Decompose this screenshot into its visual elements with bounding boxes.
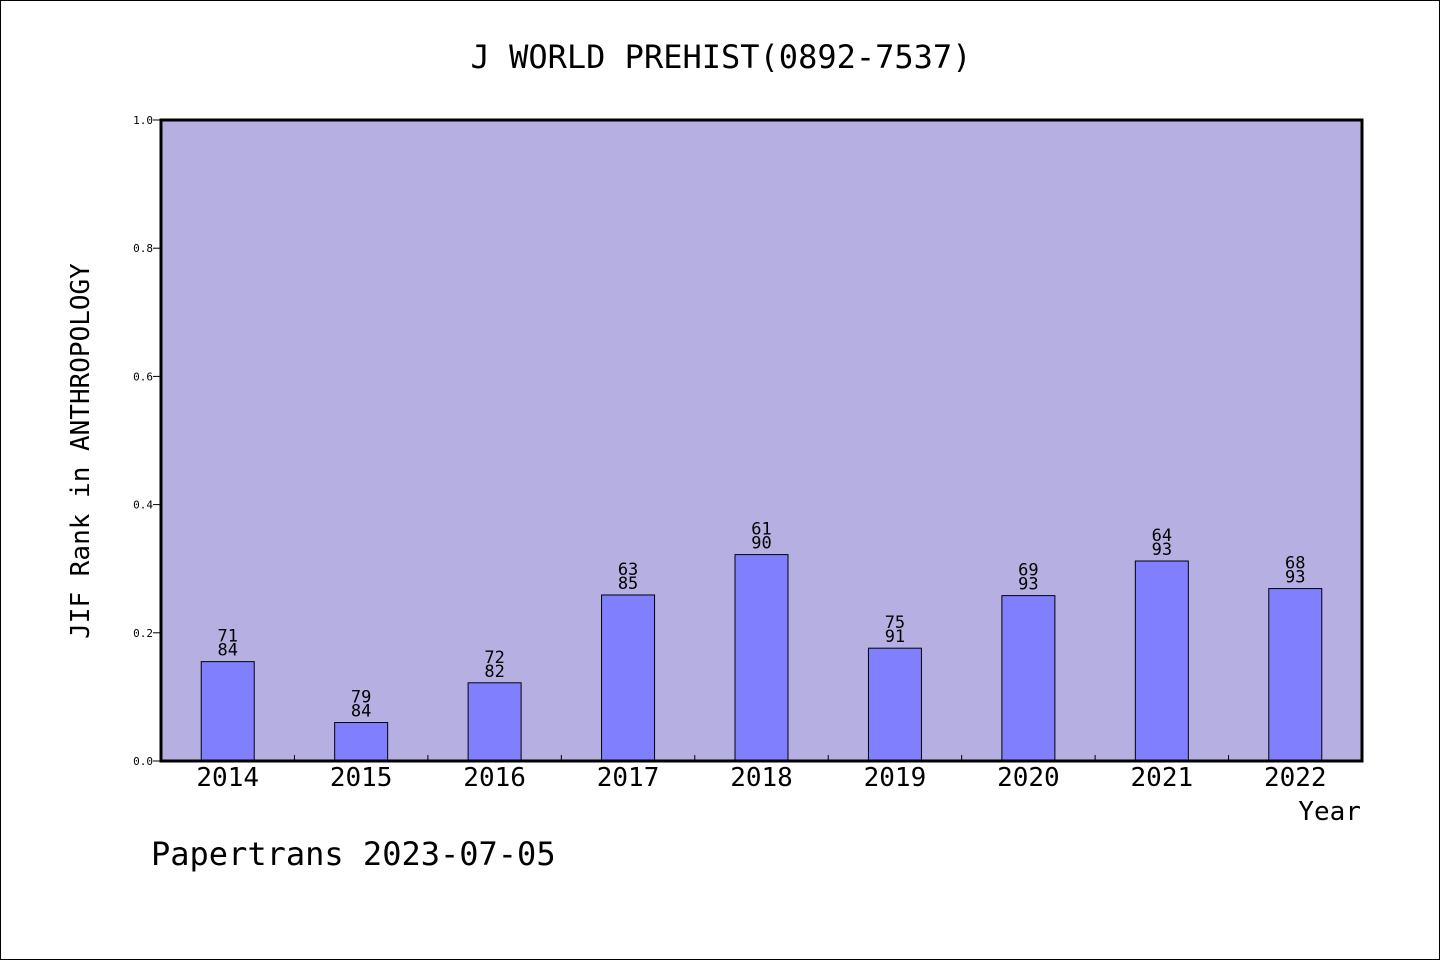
bar bbox=[1001, 595, 1056, 762]
rank-label: 64 bbox=[1152, 526, 1172, 546]
bars-group bbox=[200, 554, 1323, 762]
bar bbox=[1134, 560, 1189, 762]
chart-title: J WORLD PREHIST(0892-7537) bbox=[471, 38, 972, 76]
bar bbox=[1268, 588, 1323, 762]
bar bbox=[334, 722, 389, 762]
rank-label: 72 bbox=[484, 648, 504, 668]
total-label: 84 bbox=[351, 702, 371, 722]
total-label: 90 bbox=[751, 534, 771, 554]
y-axis-ticks: 0.0 0.2 0.4 0.6 0.8 1.0 bbox=[133, 114, 161, 768]
bar bbox=[200, 661, 255, 762]
x-tick-label: 2015 bbox=[330, 763, 393, 793]
total-label: 85 bbox=[618, 574, 638, 594]
rank-label: 75 bbox=[885, 613, 905, 633]
x-tick-label: 2020 bbox=[997, 763, 1060, 793]
x-tick-label: 2016 bbox=[463, 763, 526, 793]
total-label: 93 bbox=[1152, 540, 1172, 560]
plot-frame bbox=[159, 118, 1364, 763]
x-tick-label: 2022 bbox=[1264, 763, 1327, 793]
y-tick-label: 0.2 bbox=[133, 627, 153, 640]
x-axis-ticks: 2014 2015 2016 2017 2018 2019 2020 2021 2022 bbox=[196, 755, 1327, 793]
y-tick-label: 0.8 bbox=[133, 242, 153, 255]
y-axis-label: JIF Rank in ANTHROPOLOGY bbox=[66, 263, 96, 639]
y-tick-label: 1.0 bbox=[133, 114, 153, 127]
rank-label: 68 bbox=[1285, 554, 1305, 574]
x-tick-label: 2019 bbox=[864, 763, 927, 793]
footer-text: Papertrans 2023-07-05 bbox=[151, 835, 556, 873]
x-tick-label: 2017 bbox=[597, 763, 660, 793]
x-tick-label: 2021 bbox=[1131, 763, 1194, 793]
total-label: 82 bbox=[484, 662, 504, 682]
bar bbox=[467, 682, 522, 762]
y-tick-label: 0.6 bbox=[133, 370, 153, 383]
rank-label: 69 bbox=[1018, 561, 1038, 581]
total-label: 84 bbox=[217, 641, 237, 661]
bar bbox=[867, 647, 922, 762]
bar bbox=[601, 594, 656, 762]
total-label: 93 bbox=[1018, 575, 1038, 595]
x-tick-label: 2018 bbox=[730, 763, 793, 793]
y-tick-label: 0.4 bbox=[133, 499, 153, 512]
rank-label: 61 bbox=[751, 520, 771, 540]
total-label: 93 bbox=[1285, 568, 1305, 588]
rank-label: 71 bbox=[217, 627, 237, 647]
x-tick-label: 2014 bbox=[196, 763, 259, 793]
bar bbox=[734, 554, 789, 762]
rank-label: 63 bbox=[618, 560, 638, 580]
total-label: 91 bbox=[885, 627, 905, 647]
y-tick-label: 0.0 bbox=[133, 755, 153, 768]
x-axis-label: Year bbox=[1298, 797, 1361, 827]
rank-label: 79 bbox=[351, 688, 371, 708]
